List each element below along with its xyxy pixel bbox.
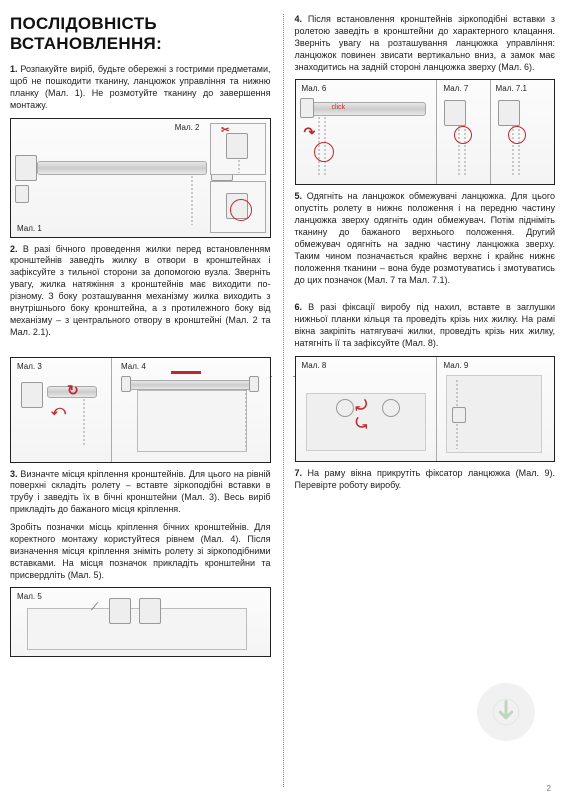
step-3b-text: Зробіть позначки місць кріплення бічних … xyxy=(10,522,271,581)
step-6-text: 6. В разі фіксації виробу під нахил, вст… xyxy=(295,302,556,350)
figure-8-9: Мал. 8 Мал. 9 ⤾ ⤿ xyxy=(295,356,556,462)
page-title: Послідовність встановлення: xyxy=(10,14,271,54)
step-7-num: 7. xyxy=(295,468,303,478)
step-3a-text: 3. Визначте місця кріплення кронштейнів.… xyxy=(10,469,271,517)
right-column: 4. Після встановлення кронштейнів зіркоп… xyxy=(283,14,556,791)
figure-3-4: Мал. 3 Мал. 4 ⤺ ↻ ▬▬▬ xyxy=(10,357,271,463)
step-3-num: 3. xyxy=(10,469,18,479)
figure-6-7-71: Мал. 6 Мал. 7 Мал. 7.1 ↷ click xyxy=(295,79,556,185)
step-4-text: 4. Після встановлення кронштейнів зіркоп… xyxy=(295,14,556,73)
illus-671: ↷ click xyxy=(296,80,555,184)
watermark-icon xyxy=(477,683,535,741)
click-label: click xyxy=(332,104,346,111)
left-column: Послідовність встановлення: 1. Розпакуйт… xyxy=(10,14,283,791)
step-5-num: 5. xyxy=(295,191,303,201)
step-2-body: В разі бічного проведення жилки перед вс… xyxy=(10,244,271,337)
illus-5: ⟋ xyxy=(11,588,270,656)
step-4-num: 4. xyxy=(295,14,303,24)
illus-1: ✂ xyxy=(11,119,270,237)
step-4-body: Після встановлення кронштейнів зіркоподі… xyxy=(295,14,556,72)
figure-1-2-21: Мал. 2 Мал. 1 Мал. 2.1 ✂ xyxy=(10,118,271,238)
step-7-body: На раму вікна прикрутіть фіксатор ланцюж… xyxy=(295,468,556,490)
step-2-text: 2. В разі бічного проведення жилки перед… xyxy=(10,244,271,339)
step-1-num: 1. xyxy=(10,64,18,74)
instruction-page: Послідовність встановлення: 1. Розпакуйт… xyxy=(0,0,565,799)
illus-34: ⤺ ↻ ▬▬▬ xyxy=(11,358,270,462)
page-number: 2 xyxy=(547,784,551,793)
step-6-num: 6. xyxy=(295,302,303,312)
step-1-text: 1. Розпакуйте виріб, будьте обережні з г… xyxy=(10,64,271,112)
step-3b-body: Зробіть позначки місць кріплення бічних … xyxy=(10,522,271,580)
step-1-body: Розпакуйте виріб, будьте обережні з гост… xyxy=(10,64,271,110)
step-6-body: В разі фіксації виробу під нахил, вставт… xyxy=(295,302,556,348)
step-5-body: Одягніть на ланцюжок обмежувачі ланцюжка… xyxy=(295,191,556,284)
step-3a-body: Визначте місця кріплення кронштейнів. Дл… xyxy=(10,469,271,515)
illus-89: ⤾ ⤿ xyxy=(296,357,555,461)
figure-5: Мал. 5 ⟋ xyxy=(10,587,271,657)
vertical-divider xyxy=(283,14,284,787)
step-2-num: 2. xyxy=(10,244,18,254)
step-5-text: 5. Одягніть на ланцюжок обмежувачі ланцю… xyxy=(295,191,556,286)
step-7-text: 7. На раму вікна прикрутіть фіксатор лан… xyxy=(295,468,556,492)
